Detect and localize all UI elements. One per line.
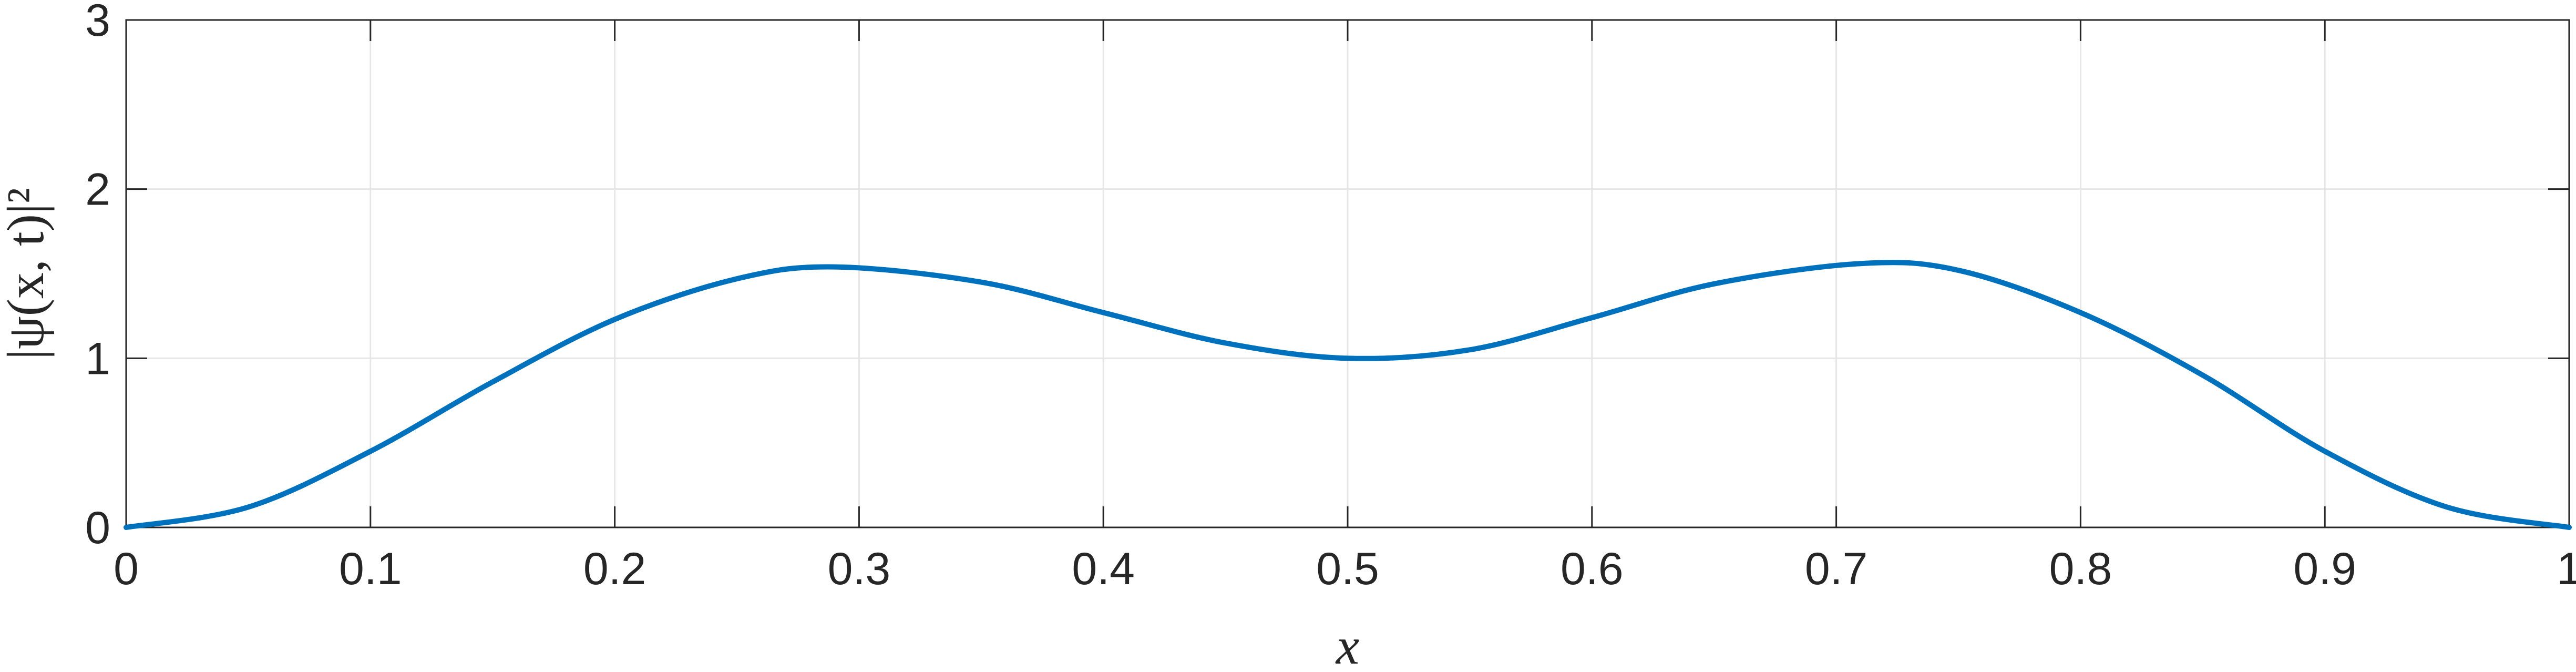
x-tick-label: 0.3 (828, 544, 891, 594)
x-tick-label: 0.7 (1805, 544, 1868, 594)
x-tick-label: 0.1 (339, 544, 402, 594)
y-tick-label: 2 (85, 165, 110, 215)
plot-frame (125, 19, 2570, 528)
x-axis-label: x (1335, 617, 1359, 672)
x-tick-label: 1 (2557, 544, 2576, 594)
series-layer (124, 260, 2572, 530)
x-tick-label: 0.6 (1561, 544, 1624, 594)
series-line-0 (124, 260, 2572, 530)
x-tick-label: 0 (114, 544, 139, 594)
x-tick-label: 0.4 (1072, 544, 1135, 594)
y-tick-label: 1 (85, 333, 110, 384)
x-tick-labels: 0 0.1 0.2 0.3 0.4 0.5 0.6 0.7 0.8 0.9 1 (114, 544, 2576, 594)
x-tick-label: 0.5 (1316, 544, 1379, 594)
y-tick-label: 0 (85, 503, 110, 553)
x-tick-label: 0.9 (2293, 544, 2356, 594)
x-tick-label: 0.8 (2049, 544, 2112, 594)
grid (125, 19, 2570, 528)
y-tick-labels: 0 1 2 3 (85, 0, 110, 553)
y-axis-label: |ψ(x, t)|² (0, 188, 55, 360)
x-tick-label: 0.2 (583, 544, 646, 594)
y-tick-label: 3 (85, 0, 110, 46)
